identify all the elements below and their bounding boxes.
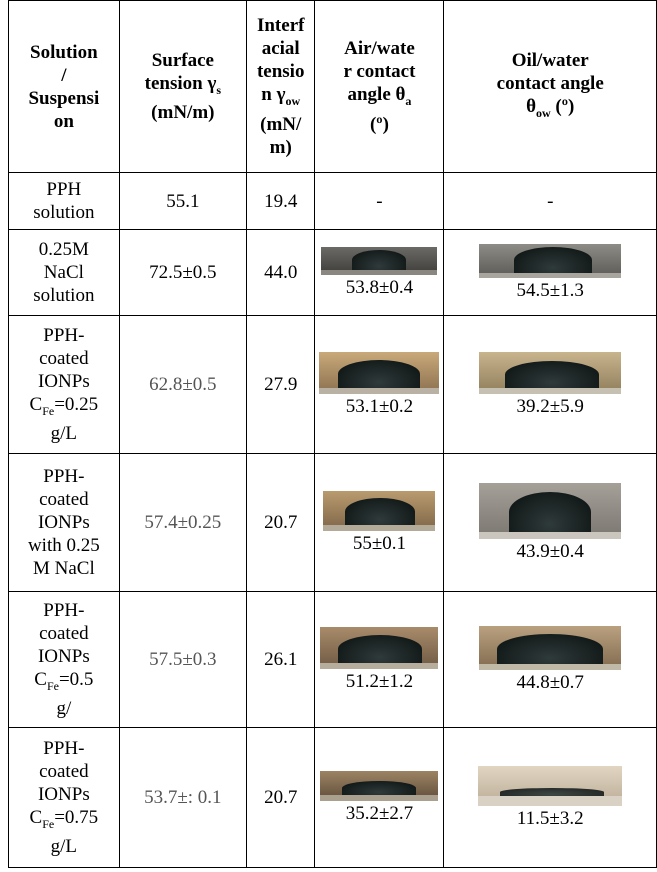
air-angle-cell: 53.8±0.4 [314,229,445,316]
header-row: Solution / Suspensi on Surface tension γs (mN… [8,0,657,173]
data-table: Solution / Suspensi on Surface tension γs (mN… [8,0,657,868]
table-row: PPH-coated IONPs CFe=0.75 g/L 53.7±: 0.1 20… [8,727,657,868]
droplet-image [479,625,622,670]
droplet-image [479,351,622,394]
surface-tension-cell: 55.1 [118,172,247,230]
oil-angle-value: 54.5±1.3 [516,279,584,301]
oil-angle-value: 11.5±3.2 [516,807,584,829]
droplet-image [320,770,439,801]
table-row: PPH-coated IONPs with 0.25 M NaCl 57.4±0.25… [8,453,657,592]
table-row: PPH-coated IONPs CFe=0.5 g/ 57.5±0.3 26.1 5… [8,591,657,728]
solution-cell: PPH solution [8,172,120,230]
oil-angle-cell: - [443,172,657,230]
header-oil-contact-angle: Oil/water contact angle θow (º) [443,0,657,173]
oil-angle-cell: 54.5±1.3 [443,229,657,316]
interfacial-tension-cell: 19.4 [245,172,316,230]
oil-angle-cell: 43.9±0.4 [443,453,657,592]
droplet-image [479,243,622,278]
oil-angle-value: 43.9±0.4 [516,540,584,562]
interfacial-tension-cell: 27.9 [245,315,316,454]
table-row: 0.25M NaCl solution 72.5±0.5 44.0 53.8±0.4… [8,229,657,316]
solution-cell: PPH-coated IONPs CFe=0.75 g/L [8,727,120,868]
surface-tension-cell: 57.5±0.3 [118,591,247,728]
droplet-image [479,482,622,539]
air-angle-value: 35.2±2.7 [345,802,414,824]
droplet-image [478,765,623,806]
solution-cell: PPH-coated IONPs with 0.25 M NaCl [8,453,120,592]
header-air-contact-angle: Air/wate r contact angle θa (º) [314,0,445,173]
surface-tension-cell: 62.8±0.5 [118,315,247,454]
droplet-image [323,490,436,531]
air-angle-cell: 53.1±0.2 [314,315,445,454]
surface-tension-cell: 57.4±0.25 [118,453,247,592]
droplet-image [319,351,440,394]
air-angle-value: 53.1±0.2 [345,395,414,417]
interfacial-tension-cell: 44.0 [245,229,316,316]
table-row: PPH solution 55.1 19.4 - - [8,172,657,230]
surface-tension-cell: 53.7±: 0.1 [118,727,247,868]
oil-angle-value: 44.8±0.7 [516,671,584,693]
header-interfacial-tension: Interf acial tensio n γow (mN/m) [245,0,316,173]
interfacial-tension-cell: 26.1 [245,591,316,728]
header-surface-tension: Surface tension γs (mN/m) [118,0,247,173]
table-row: PPH-coated IONPs CFe=0.25 g/L 62.8±0.5 27.9… [8,315,657,454]
air-angle-cell: 55±0.1 [314,453,445,592]
header-solution: Solution / Suspensi on [8,0,120,173]
droplet-image [321,246,438,275]
oil-angle-value: 39.2±5.9 [516,395,584,417]
air-angle-value: 53.8±0.4 [345,276,414,298]
oil-angle-cell: 11.5±3.2 [443,727,657,868]
air-angle-cell: 51.2±1.2 [314,591,445,728]
interfacial-tension-cell: 20.7 [245,453,316,592]
solution-cell: PPH-coated IONPs CFe=0.5 g/ [8,591,120,728]
oil-angle-cell: 44.8±0.7 [443,591,657,728]
solution-cell: 0.25M NaCl solution [8,229,120,316]
interfacial-tension-cell: 20.7 [245,727,316,868]
air-angle-value: 55±0.1 [352,532,407,554]
air-angle-cell: 35.2±2.7 [314,727,445,868]
oil-angle-cell: 39.2±5.9 [443,315,657,454]
droplet-image [320,626,439,669]
air-angle-value: 51.2±1.2 [345,670,414,692]
solution-cell: PPH-coated IONPs CFe=0.25 g/L [8,315,120,454]
air-angle-cell: - [314,172,445,230]
surface-tension-cell: 72.5±0.5 [118,229,247,316]
